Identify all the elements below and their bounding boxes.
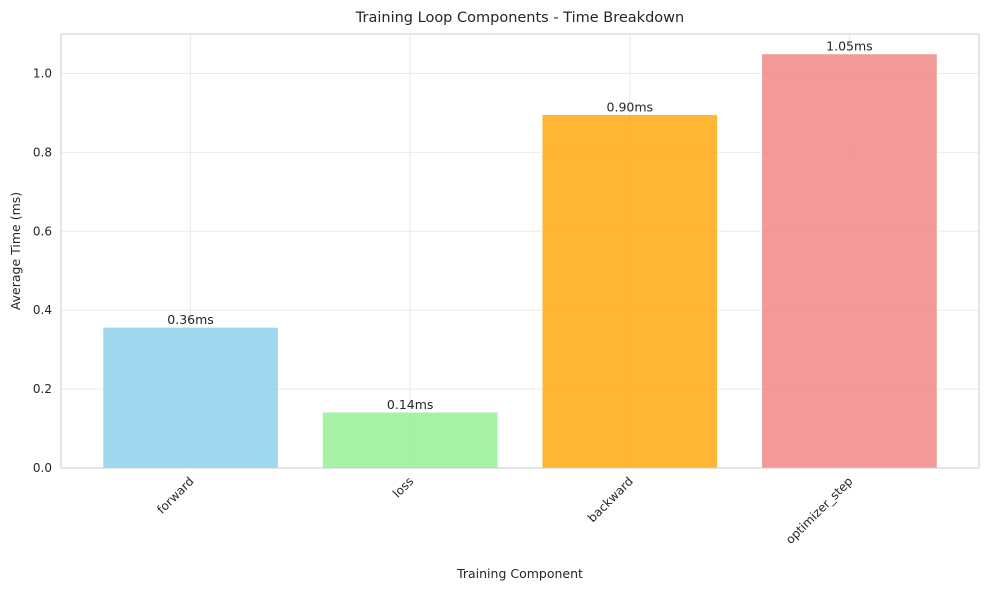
bar-loss [321,411,499,469]
data-label-optimizer_step: 1.05ms [826,39,873,54]
y-tick-label: 0.8 [33,145,52,159]
y-tick-label: 0.4 [33,303,52,317]
x-tick-label: forward [154,474,196,516]
y-tick-label: 1.0 [33,66,52,80]
x-tick-label: loss [390,474,416,500]
bar-backward [541,113,719,469]
bar-forward [102,326,279,469]
x-tick-label: backward [585,474,636,525]
bar-layer [102,53,938,469]
x-tick-label: optimizer_step [783,474,856,547]
data-label-backward: 0.90ms [607,99,654,114]
data-label-loss: 0.14ms [387,397,434,412]
y-tick-label: 0.6 [33,224,52,238]
y-tick-label: 0.0 [33,461,52,475]
chart-title: Training Loop Components - Time Breakdow… [355,10,684,26]
x-axis-label: Training Component [456,566,583,581]
data-labels: 0.36ms 0.14ms 0.90ms 1.05ms [167,39,872,412]
y-tick-labels: 0.0 0.2 0.4 0.6 0.8 1.0 [33,66,52,475]
y-axis-label: Average Time (ms) [8,192,23,310]
bar-optimizer_step [761,53,938,469]
plot-frame [60,33,980,469]
y-tick-label: 0.2 [33,382,52,396]
data-label-forward: 0.36ms [167,312,214,327]
axes-frame [60,33,980,469]
x-tick-labels: forward loss backward optimizer_step [154,474,855,547]
